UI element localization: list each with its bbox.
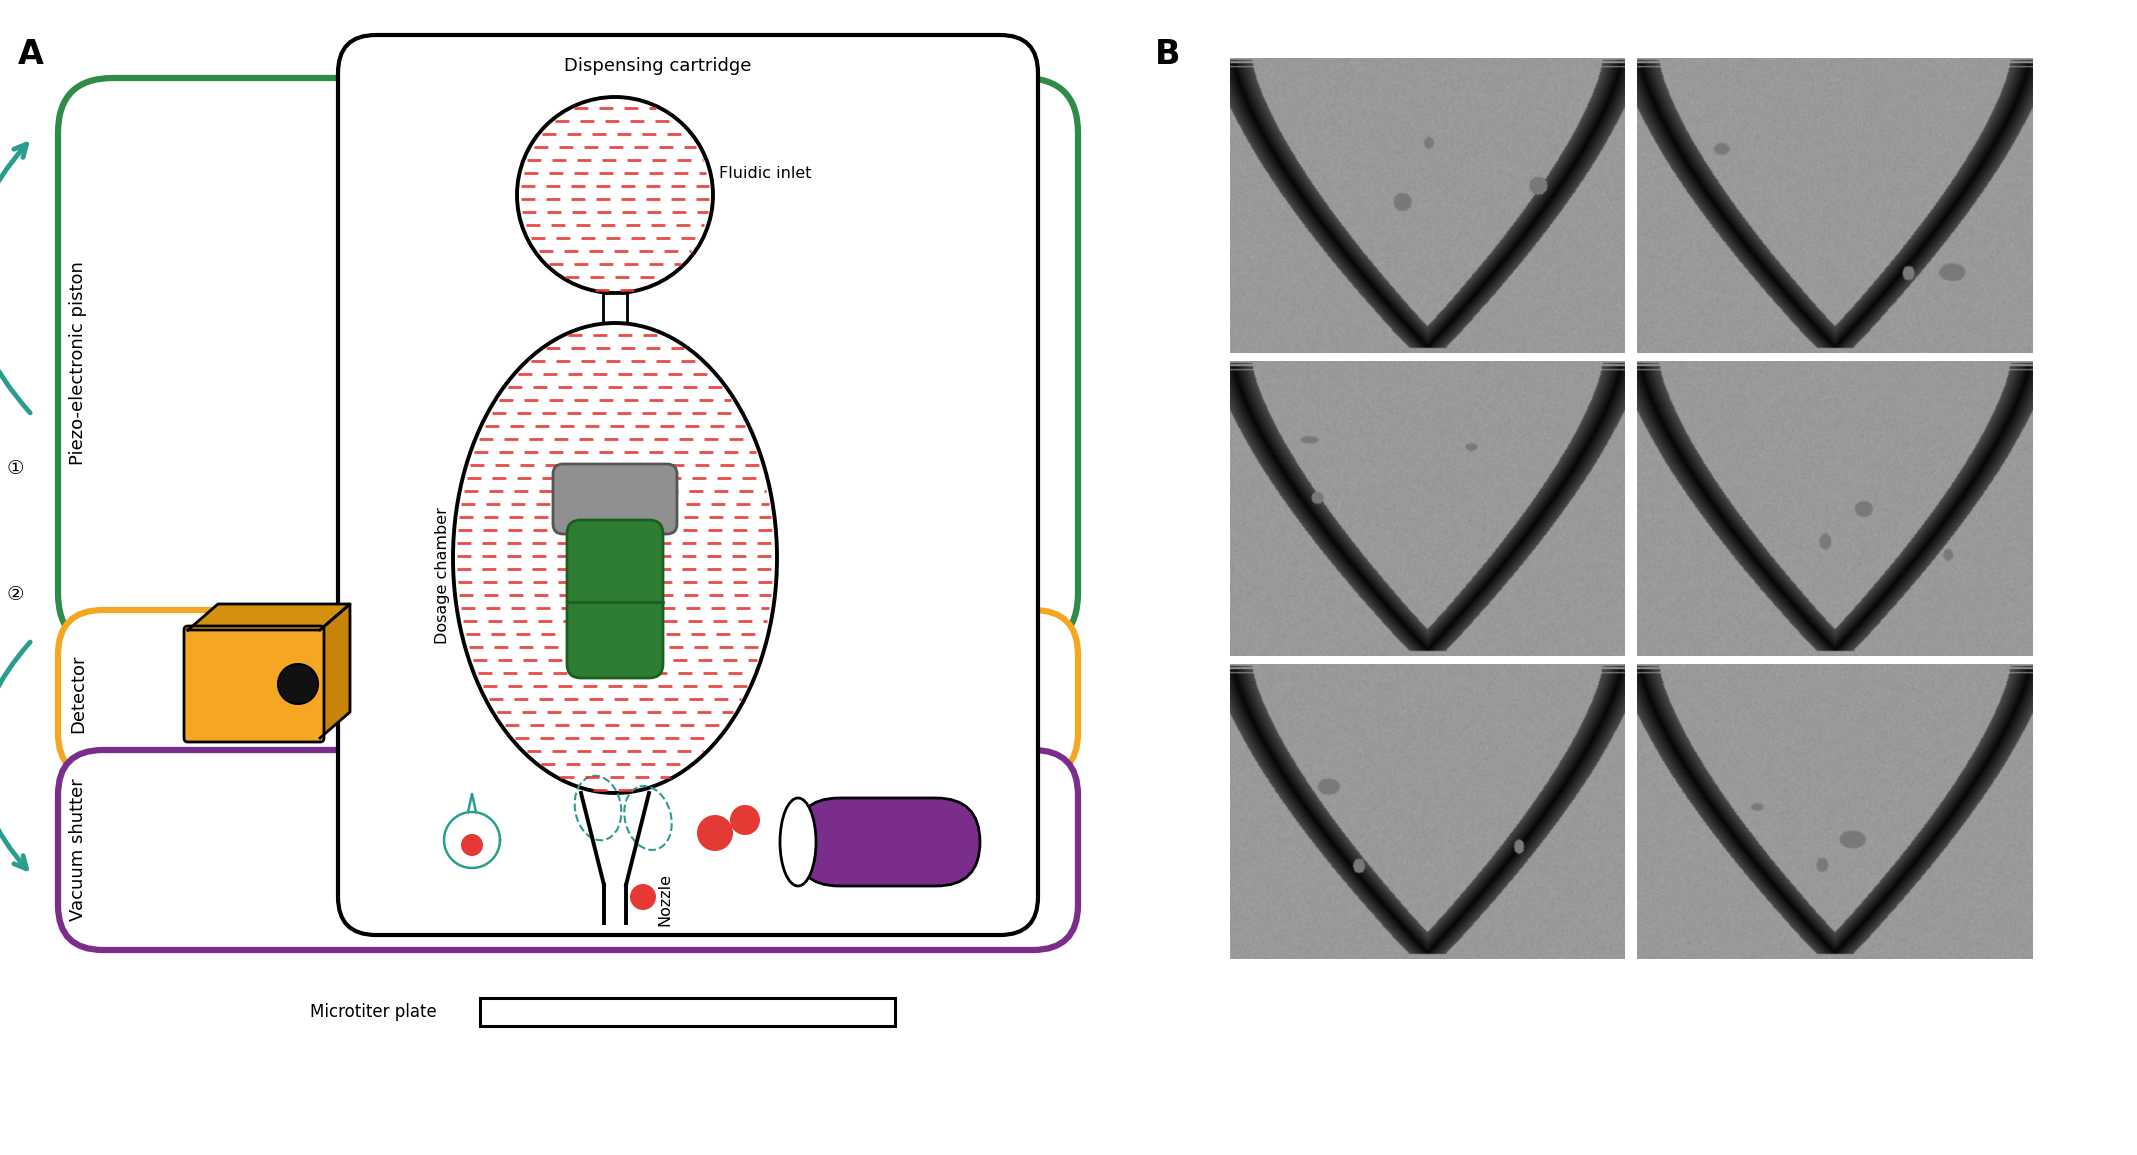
Text: ①: ①: [6, 459, 24, 477]
FancyBboxPatch shape: [795, 798, 981, 886]
Text: Detector: Detector: [68, 655, 88, 733]
Text: ②: ②: [6, 586, 24, 604]
FancyBboxPatch shape: [58, 610, 1077, 778]
Text: Dispensing cartridge: Dispensing cartridge: [564, 57, 752, 75]
Circle shape: [630, 884, 656, 910]
Polygon shape: [188, 604, 350, 629]
Polygon shape: [321, 604, 350, 738]
Circle shape: [278, 664, 318, 705]
FancyBboxPatch shape: [58, 79, 1077, 648]
Circle shape: [517, 97, 714, 293]
Text: A: A: [17, 38, 45, 70]
Bar: [603, 293, 626, 362]
Text: Fluidic inlet: Fluidic inlet: [718, 165, 812, 180]
Circle shape: [697, 815, 733, 851]
FancyBboxPatch shape: [338, 35, 1039, 936]
Text: Microtiter plate: Microtiter plate: [310, 1003, 436, 1021]
Circle shape: [731, 805, 761, 835]
FancyBboxPatch shape: [553, 464, 677, 534]
Text: B: B: [1154, 38, 1180, 70]
Ellipse shape: [780, 798, 816, 886]
FancyBboxPatch shape: [184, 626, 325, 742]
Bar: [481, 998, 895, 1026]
Text: Piezo-electronic piston: Piezo-electronic piston: [68, 261, 88, 465]
FancyBboxPatch shape: [58, 750, 1077, 951]
FancyBboxPatch shape: [566, 520, 662, 678]
Text: Nozzle: Nozzle: [656, 873, 671, 926]
Circle shape: [462, 834, 483, 856]
Text: Vacuum shutter: Vacuum shutter: [68, 778, 88, 922]
Text: Dosage chamber: Dosage chamber: [436, 507, 451, 644]
Ellipse shape: [453, 323, 778, 793]
